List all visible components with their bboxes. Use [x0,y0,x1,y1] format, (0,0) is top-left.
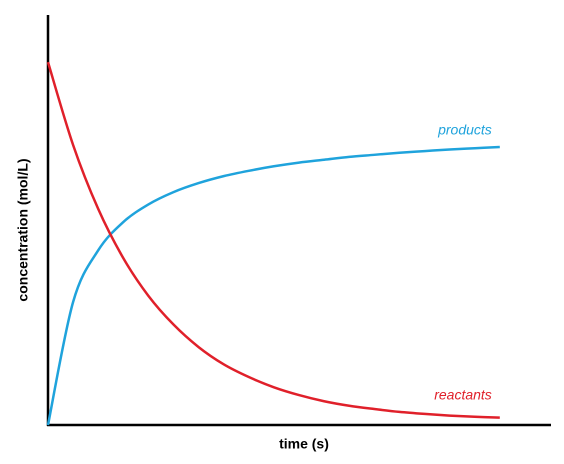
series-line [46,145,500,426]
x-axis-title: time (s) [279,436,329,452]
series-label: reactants [434,386,492,402]
y-axis-title: concentration (mol/L) [15,158,31,301]
series-label: products [437,122,492,138]
series-line [46,61,500,419]
